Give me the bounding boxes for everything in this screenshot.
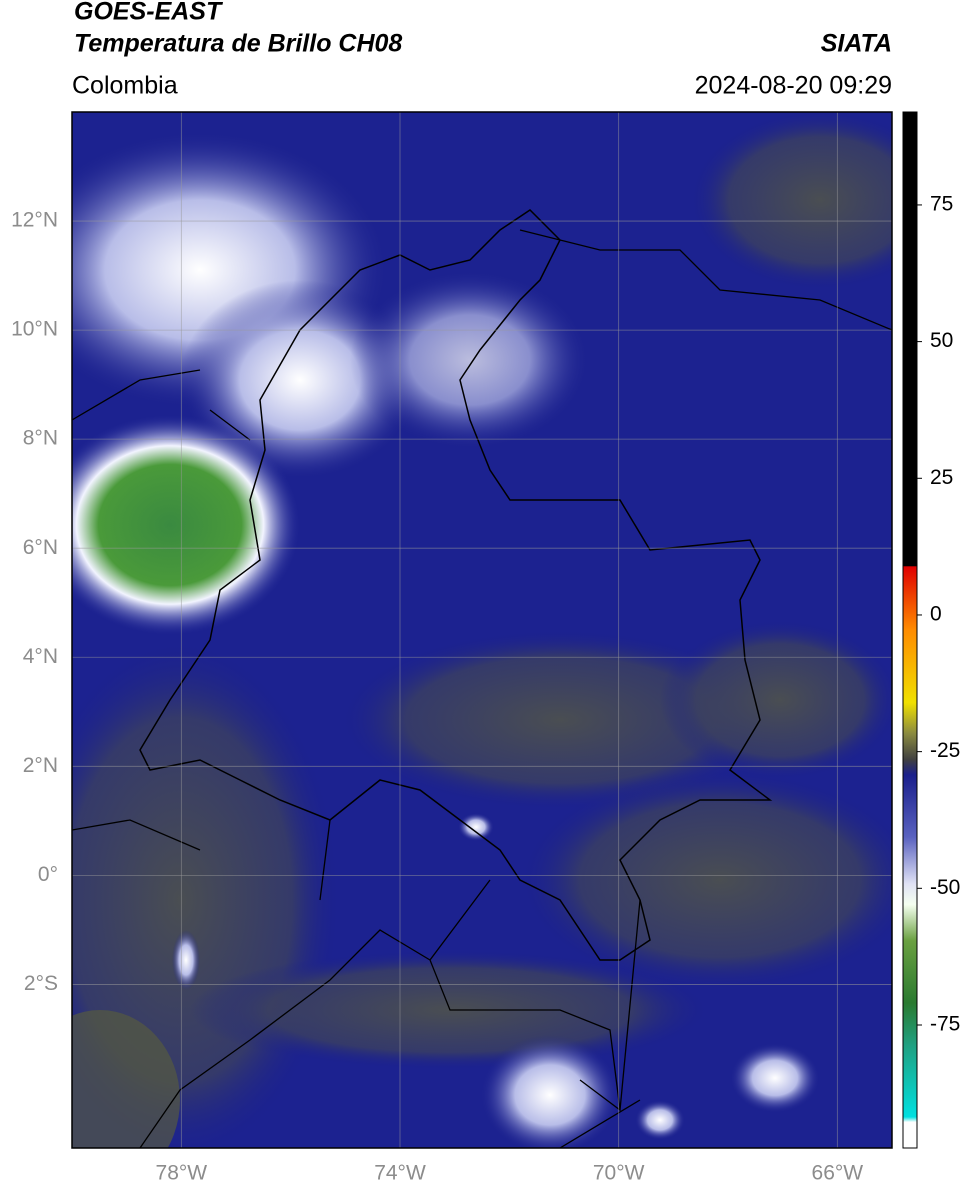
lon-tick-label: 78°W (156, 1162, 208, 1185)
graticule (72, 112, 892, 1148)
lat-tick-label: 10°N (11, 318, 58, 341)
datetime: 2024-08-20 09:29 (695, 72, 892, 100)
lon-tick-label: 66°W (812, 1162, 864, 1185)
colorbar-tick-label: -50 (930, 876, 960, 899)
colorbar-tick-label: -25 (930, 739, 960, 762)
colorbar (902, 111, 918, 1149)
lat-tick-label: 8°N (23, 427, 58, 450)
lat-tick-label: 6°N (23, 536, 58, 559)
lat-tick-label: 12°N (11, 209, 58, 232)
colorbar-tick-label: 0 (930, 603, 942, 626)
product: Temperatura de Brillo CH08 (74, 30, 402, 58)
satellite: GOES-EAST (74, 0, 224, 26)
region: Colombia (72, 72, 178, 100)
colorbar-tick-label: 50 (930, 329, 953, 352)
colorbar-tick-label: -75 (930, 1013, 960, 1036)
colorbar-tick-label: 25 (930, 466, 953, 489)
source: SIATA (821, 30, 892, 58)
satellite-image (72, 112, 892, 1148)
lat-tick-label: 0° (38, 863, 58, 886)
lat-tick-label: 2°N (23, 754, 58, 777)
lon-tick-label: 70°W (593, 1162, 645, 1185)
map-frame (71, 111, 893, 1149)
colorbar-tick-label: 75 (930, 192, 953, 215)
lat-tick-label: 2°S (24, 972, 58, 995)
lon-tick-label: 74°W (374, 1162, 426, 1185)
lat-tick-label: 4°N (23, 645, 58, 668)
